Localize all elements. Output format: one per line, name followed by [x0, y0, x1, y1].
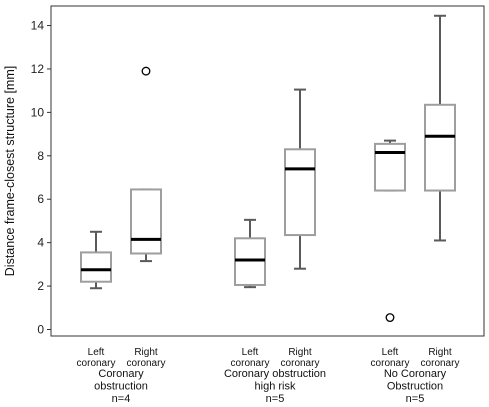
box-plot-2-0 — [374, 139, 406, 322]
iqr-box — [130, 188, 162, 255]
iqr-box — [234, 237, 266, 286]
group-label: n=4 — [112, 393, 131, 405]
y-tick-label: 2 — [37, 279, 44, 293]
box-label: Right — [288, 347, 312, 358]
box-label: coronary — [127, 358, 166, 369]
iqr-box — [374, 142, 406, 192]
box-plot-0-0 — [80, 230, 112, 290]
boxes — [80, 14, 456, 322]
box-label: Left — [382, 347, 399, 358]
box-label: Left — [242, 347, 259, 358]
group-label: No Coronary — [384, 368, 447, 380]
box-label: coronary — [77, 358, 116, 369]
box-label: coronary — [231, 358, 270, 369]
box-plot-1-0 — [234, 218, 266, 289]
outlier-point — [385, 313, 395, 322]
group-label: n=5 — [406, 393, 425, 405]
x-axis-labels: LeftcoronaryRightcoronaryCoronaryobstruc… — [77, 347, 460, 405]
group-label: obstruction — [94, 381, 148, 393]
box-label: coronary — [421, 358, 460, 369]
group-label: Coronary obstruction — [224, 368, 326, 380]
y-axis-title: Distance frame-closest structure [mm] — [3, 66, 17, 276]
y-tick-label: 12 — [31, 62, 45, 76]
box-plot-1-1 — [284, 88, 316, 270]
group-label: high risk — [255, 381, 296, 393]
plot-frame — [50, 5, 485, 337]
y-tick-label: 6 — [37, 192, 44, 206]
box-plot-0-1 — [130, 66, 162, 263]
outlier-point — [141, 66, 151, 76]
box-label: Right — [134, 347, 158, 358]
box-label: Left — [88, 347, 105, 358]
y-tick-label: 10 — [31, 105, 45, 119]
iqr-box — [424, 103, 456, 192]
y-tick-label: 0 — [37, 322, 44, 336]
box-label: coronary — [281, 358, 320, 369]
group-label: n=5 — [266, 393, 285, 405]
y-tick-label: 8 — [37, 149, 44, 163]
group-label: Coronary — [98, 368, 144, 380]
iqr-box — [284, 148, 316, 237]
iqr-box — [80, 251, 112, 283]
box-label: Right — [428, 347, 452, 358]
box-label: coronary — [371, 358, 410, 369]
group-label: Obstruction — [387, 381, 443, 393]
y-tick-label: 4 — [37, 236, 44, 250]
y-tick-label: 14 — [31, 19, 45, 33]
y-axis: 0 2 4 6 8 10 12 14 — [31, 19, 51, 336]
box-plot-2-1 — [424, 14, 456, 242]
